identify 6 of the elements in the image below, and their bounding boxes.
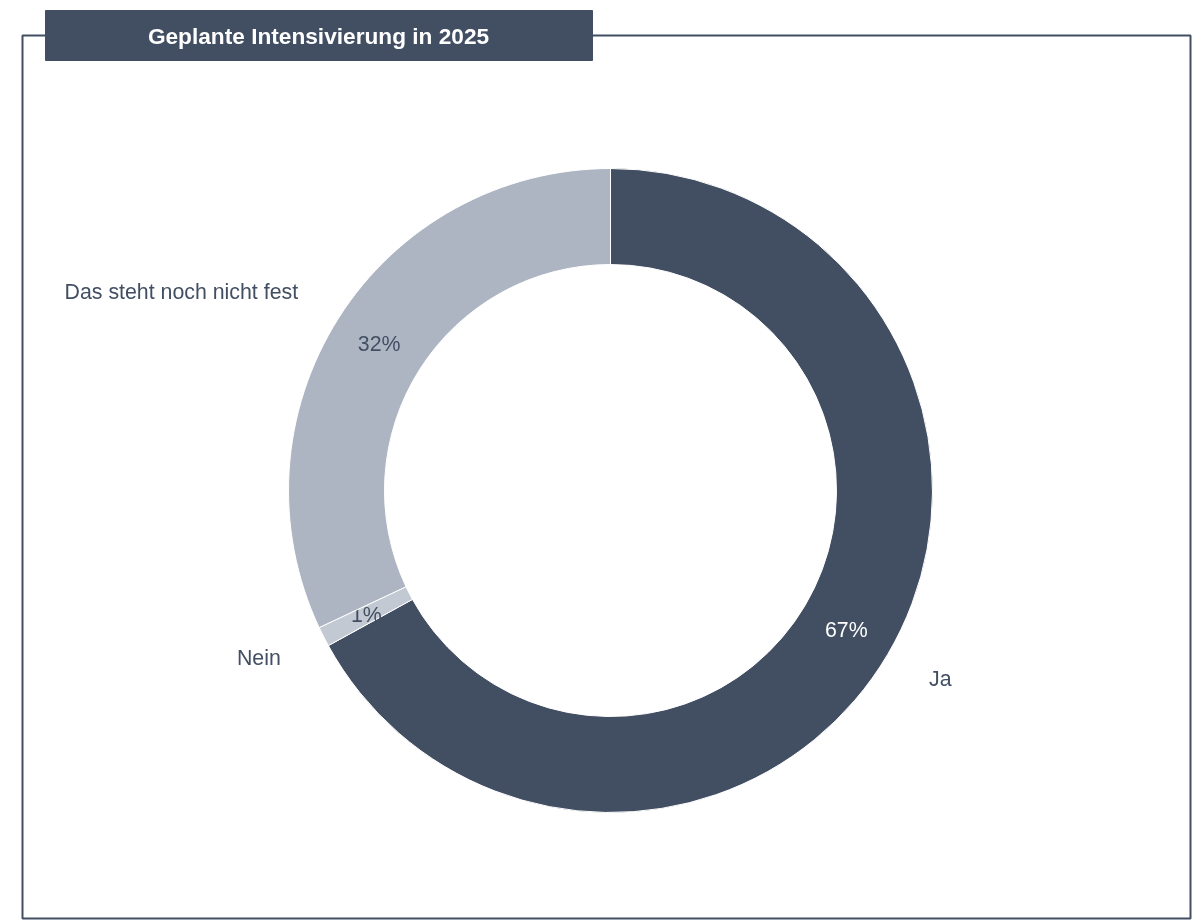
data-label: 67% xyxy=(825,617,868,642)
slice-label: Das steht noch nicht fest xyxy=(64,280,299,305)
slice-label: Ja xyxy=(928,666,952,691)
data-label: 32% xyxy=(357,331,401,356)
chart-title: Geplante Intensivierung in 2025 xyxy=(147,22,490,49)
slice-label: Nein xyxy=(236,646,281,671)
